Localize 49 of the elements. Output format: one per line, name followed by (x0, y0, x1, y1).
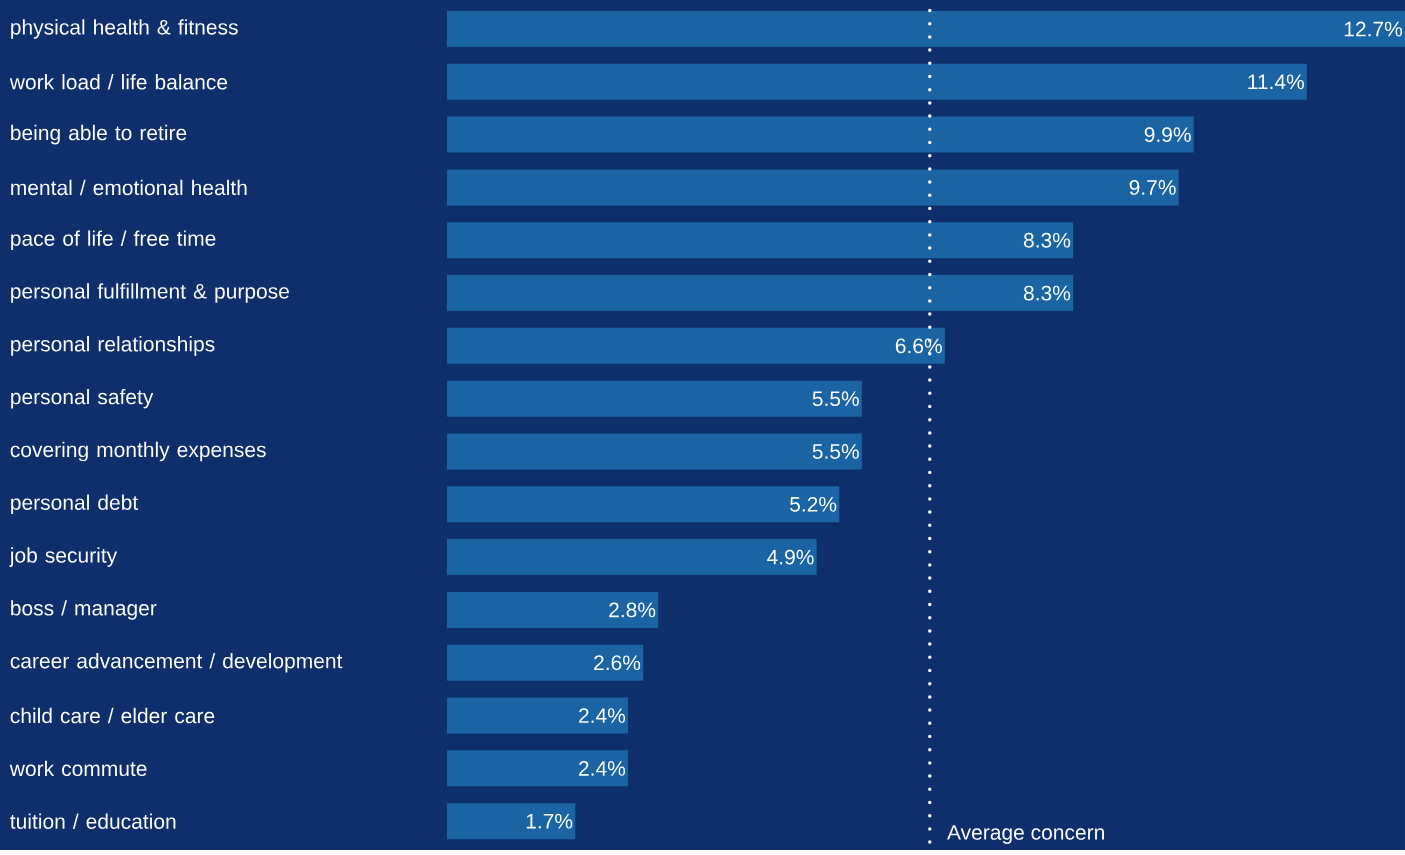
data-label: 4.9% (767, 549, 814, 565)
bar (447, 750, 629, 787)
y-tick-label: personal relationships (11, 336, 215, 356)
y-tick-label: boss / manager (11, 600, 157, 620)
ref-line-label: Average concern (947, 825, 1104, 845)
y-tick-label: personal fulfillment & purpose (11, 283, 289, 304)
bar (447, 222, 1074, 259)
y-tick-label: job security (9, 547, 118, 568)
data-label: 5.2% (790, 497, 837, 512)
data-label: 12.7% (1344, 21, 1403, 37)
bar (447, 803, 576, 840)
data-label: 5.5% (812, 444, 859, 460)
y-tick-label: personal debt (11, 494, 139, 515)
y-tick-label: pace of life / free time (11, 230, 216, 251)
y-tick-label: mental / emotional health (11, 179, 247, 196)
data-label: 8.3% (1023, 233, 1071, 248)
bar (447, 539, 817, 576)
bar (447, 644, 644, 681)
bar (447, 275, 1074, 312)
bar (447, 169, 1179, 206)
data-label: 2.4% (579, 761, 626, 776)
bar (447, 116, 1194, 153)
bar (447, 486, 840, 523)
y-tick-label: work load / life balance (9, 74, 228, 90)
bar (447, 64, 1307, 100)
y-tick-label: physical health & fitness (11, 19, 238, 39)
y-tick-label: child care / elder care (10, 708, 215, 724)
y-tick-label: work commute (9, 760, 147, 777)
data-label: 8.3% (1023, 285, 1071, 301)
bar (447, 328, 945, 365)
y-tick-label: personal safety (11, 389, 154, 409)
y-tick-label: career advancement / development (10, 653, 343, 673)
y-tick-label: tuition / education (10, 813, 176, 830)
data-label: 11.4% (1248, 74, 1304, 90)
bar (447, 11, 1405, 48)
data-label: 6.6% (895, 338, 942, 354)
bar (447, 433, 862, 470)
bar (447, 697, 629, 734)
data-label: 2.8% (609, 602, 656, 618)
data-label: 9.7% (1129, 180, 1176, 196)
y-tick-label: covering monthly expenses (10, 441, 266, 462)
data-label: 9.9% (1144, 127, 1191, 143)
y-tick-label: being able to retire (11, 125, 187, 145)
bar (447, 592, 659, 629)
data-label: 1.7% (526, 814, 573, 829)
bar (447, 380, 862, 417)
data-label: 2.4% (579, 708, 626, 724)
data-label: 2.6% (594, 655, 641, 671)
data-label: 5.5% (812, 391, 859, 407)
